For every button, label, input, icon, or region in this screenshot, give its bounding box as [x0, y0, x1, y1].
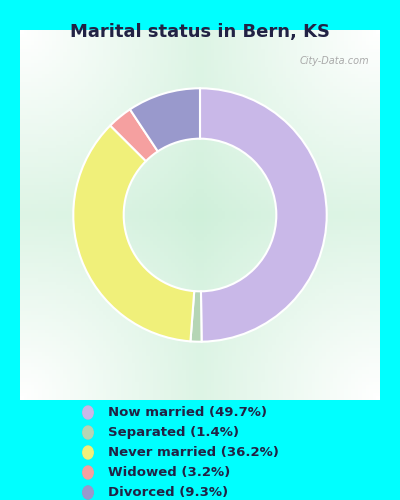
- Text: Now married (49.7%): Now married (49.7%): [108, 406, 267, 419]
- Wedge shape: [73, 126, 194, 342]
- Wedge shape: [110, 110, 158, 161]
- Text: City-Data.com: City-Data.com: [300, 56, 369, 66]
- Text: Marital status in Bern, KS: Marital status in Bern, KS: [70, 22, 330, 40]
- Wedge shape: [200, 88, 327, 342]
- Text: Never married (36.2%): Never married (36.2%): [108, 446, 279, 459]
- Text: Separated (1.4%): Separated (1.4%): [108, 426, 239, 439]
- Text: Widowed (3.2%): Widowed (3.2%): [108, 466, 230, 479]
- Text: Divorced (9.3%): Divorced (9.3%): [108, 486, 228, 499]
- Wedge shape: [130, 88, 200, 152]
- Wedge shape: [190, 291, 202, 342]
